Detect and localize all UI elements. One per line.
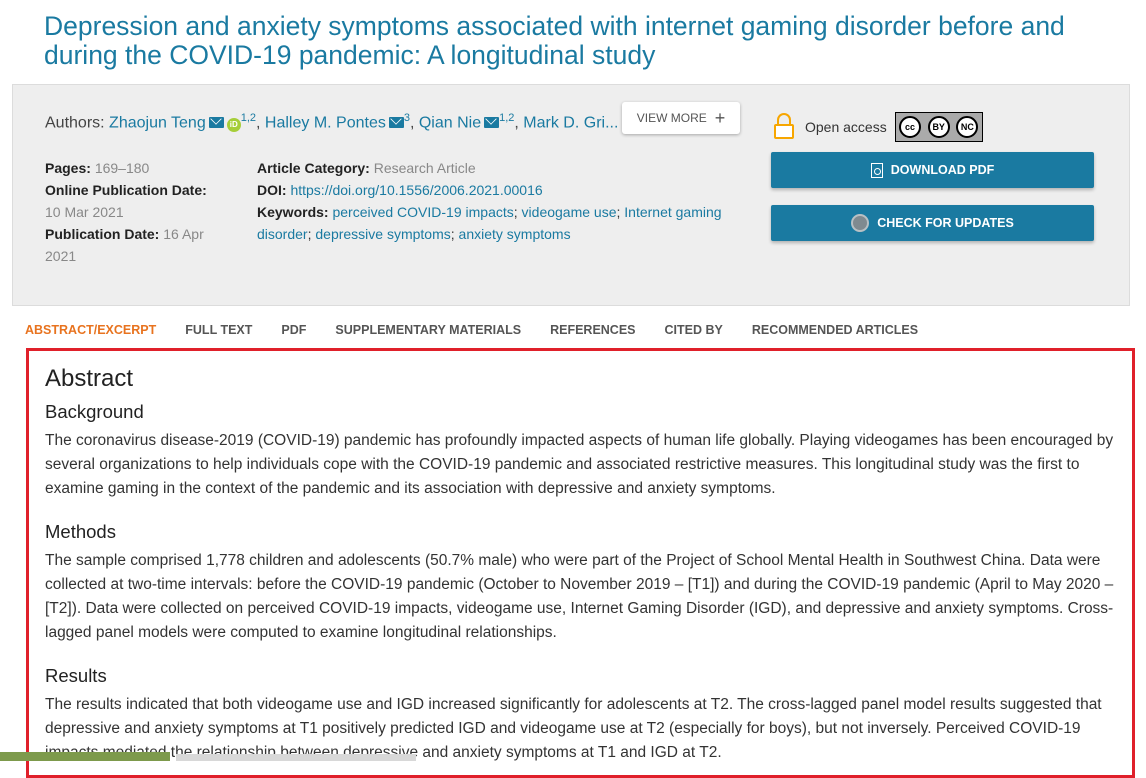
- author-link[interactable]: Mark D. Gri...: [523, 114, 619, 132]
- authors-line: Authors: Zhaojun Teng iD1,2, Halley M. Po…: [45, 112, 619, 133]
- background-text: The coronavirus disease-2019 (COVID-19) …: [45, 432, 1114, 497]
- category-value: Research Article: [373, 160, 476, 176]
- article-info-panel: Authors: Zhaojun Teng iD1,2, Halley M. Po…: [12, 84, 1130, 306]
- crossmark-icon: [851, 214, 870, 232]
- online-pub-label: Online Publication Date:: [45, 182, 207, 198]
- tab-references[interactable]: REFERENCES: [550, 323, 636, 337]
- open-lock-icon: [773, 113, 795, 141]
- pub-date-label: Publication Date:: [45, 226, 160, 242]
- methods-heading: Methods: [45, 521, 116, 542]
- cc-license-badge[interactable]: cc BY NC: [894, 112, 983, 142]
- doi-label: DOI:: [257, 182, 287, 198]
- keyword-link[interactable]: anxiety symptoms: [458, 226, 571, 242]
- nc-icon: NC: [956, 116, 979, 138]
- article-tabs: ABSTRACT/EXCERPT FULL TEXT PDF SUPPLEMEN…: [25, 323, 947, 337]
- cc-icon: cc: [899, 116, 922, 138]
- keyword-link[interactable]: videogame use: [521, 204, 617, 220]
- keyword-link[interactable]: Internet gaming disorder: [257, 204, 722, 242]
- results-heading: Results: [45, 665, 107, 686]
- abstract-section: Abstract Background The coronavirus dise…: [26, 348, 1135, 778]
- background-heading: Background: [45, 401, 144, 422]
- methods-text: The sample comprised 1,778 children and …: [45, 552, 1114, 641]
- email-icon[interactable]: [484, 117, 500, 129]
- tab-cited-by[interactable]: CITED BY: [664, 323, 723, 337]
- open-access: Open access cc BY NC: [773, 112, 983, 142]
- email-icon[interactable]: [208, 117, 224, 129]
- tab-recommended[interactable]: RECOMMENDED ARTICLES: [751, 323, 919, 337]
- doi-link[interactable]: https://doi.org/10.1556/2006.2021.00016: [290, 182, 543, 198]
- check-updates-button[interactable]: CHECK FOR UPDATES: [771, 205, 1094, 241]
- keyword-link[interactable]: depressive symptoms: [315, 226, 451, 242]
- tab-abstract[interactable]: ABSTRACT/EXCERPT: [25, 323, 157, 337]
- check-updates-label: CHECK FOR UPDATES: [877, 216, 1014, 230]
- orcid-icon[interactable]: iD: [226, 118, 241, 133]
- author-affiliation: 1,2: [240, 112, 257, 124]
- author-affiliation: 1,2: [499, 112, 515, 124]
- pub-date-value: 16 Apr 2021: [45, 226, 204, 264]
- pages-label: Pages:: [45, 160, 91, 176]
- article-meta: Article Category: Research Article DOI: …: [257, 160, 722, 242]
- plus-icon: +: [714, 108, 726, 128]
- author-link[interactable]: Zhaojun Teng: [109, 114, 206, 132]
- pdf-icon: [870, 162, 883, 178]
- by-icon: BY: [927, 116, 950, 138]
- taskbar-fragment: [0, 752, 170, 761]
- tab-supplementary[interactable]: SUPPLEMENTARY MATERIALS: [335, 323, 522, 337]
- tab-full-text[interactable]: FULL TEXT: [185, 323, 253, 337]
- article-title: Depression and anxiety symptoms associat…: [44, 11, 1065, 70]
- view-more-label: VIEW MORE: [636, 111, 707, 125]
- taskbar-fragment: [176, 754, 416, 761]
- publication-meta: Pages: 169–180 Online Publication Date: …: [45, 157, 225, 267]
- email-icon[interactable]: [388, 117, 404, 129]
- tab-pdf[interactable]: PDF: [281, 323, 307, 337]
- download-pdf-label: DOWNLOAD PDF: [890, 163, 995, 177]
- abstract-heading: Abstract: [45, 365, 134, 392]
- online-pub-value: 10 Mar 2021: [45, 204, 124, 220]
- keywords-label: Keywords:: [257, 204, 329, 220]
- authors-label: Authors:: [45, 114, 105, 132]
- author-link[interactable]: Halley M. Pontes: [264, 114, 386, 132]
- author-link[interactable]: Qian Nie: [418, 114, 482, 132]
- author-affiliation: 3: [403, 112, 410, 124]
- keyword-link[interactable]: perceived COVID-19 impacts: [332, 204, 514, 220]
- category-label: Article Category:: [257, 160, 370, 176]
- pages-value: 169–180: [94, 160, 150, 176]
- open-access-label: Open access: [805, 119, 887, 135]
- view-more-button[interactable]: VIEW MORE +: [622, 102, 740, 134]
- download-pdf-button[interactable]: DOWNLOAD PDF: [771, 152, 1094, 188]
